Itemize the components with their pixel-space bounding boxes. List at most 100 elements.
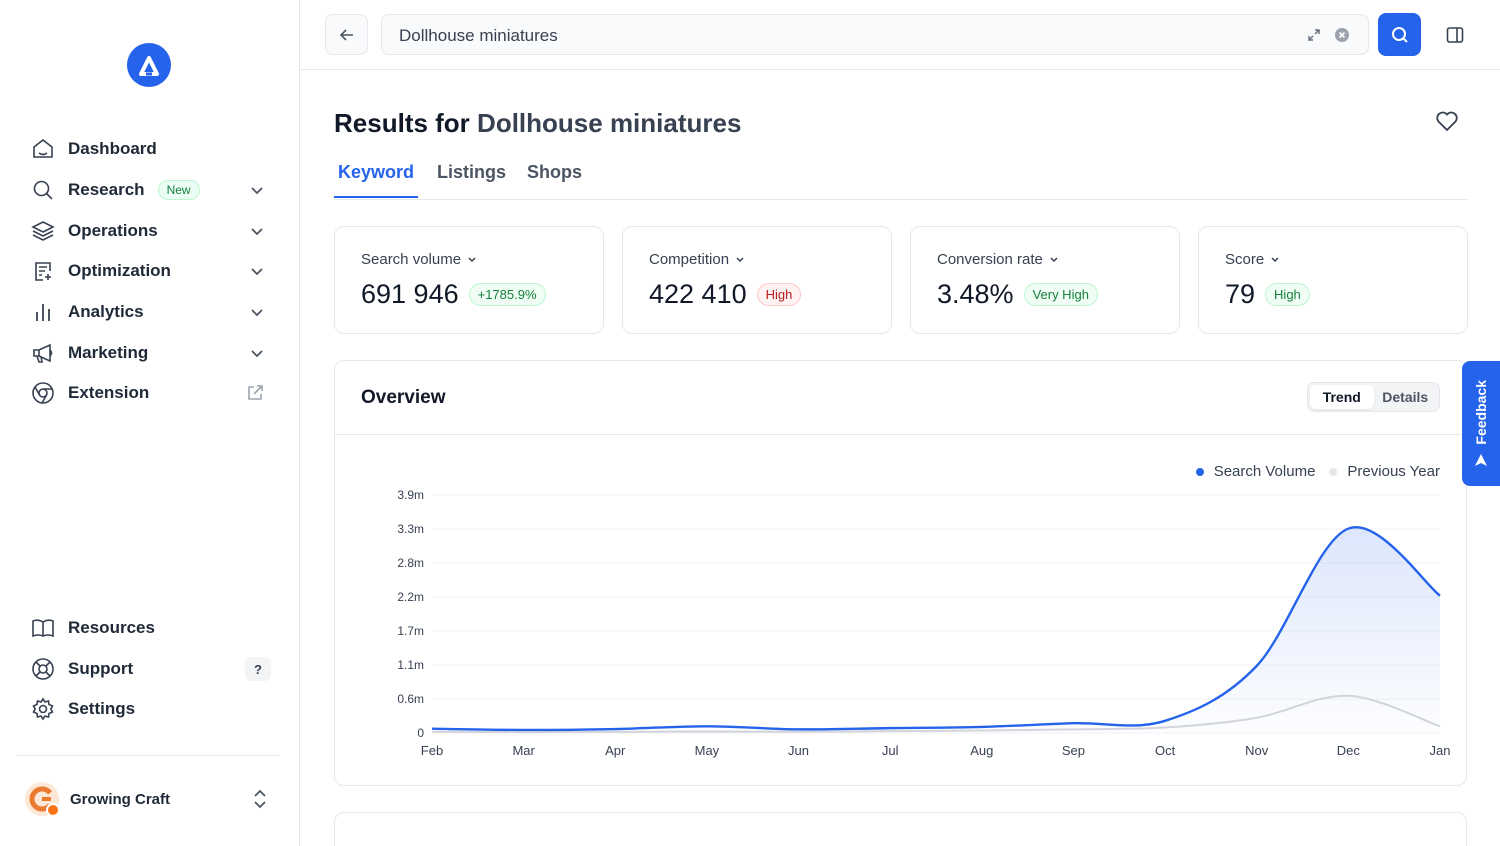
stat-badge: High xyxy=(1265,283,1310,306)
sidebar-item-extension[interactable]: Extension xyxy=(30,377,275,409)
x-tick-label: Sep xyxy=(1062,743,1085,758)
y-tick-label: 3.3m xyxy=(397,522,424,536)
legend-label-previous-year[interactable]: Previous Year xyxy=(1347,463,1440,480)
x-tick-label: Mar xyxy=(512,743,535,758)
search-icon xyxy=(1391,26,1408,43)
overview-title: Overview xyxy=(361,387,446,408)
chart-legend: Search Volume Previous Year xyxy=(1195,463,1440,480)
new-badge: New xyxy=(157,180,200,200)
stat-badge: +1785.9% xyxy=(468,283,546,306)
y-tick-label: 1.7m xyxy=(397,624,424,638)
x-tick-label: May xyxy=(695,743,720,758)
feedback-label: Feedback xyxy=(1473,380,1489,445)
gear-icon xyxy=(30,696,56,722)
sidebar-item-label: Support xyxy=(68,659,134,678)
x-tick-label: Oct xyxy=(1155,743,1176,758)
search-button[interactable] xyxy=(1378,13,1421,56)
stat-card-score: Score 79 High xyxy=(1198,226,1468,334)
sidebar-item-label: Dashboard xyxy=(68,139,157,158)
y-tick-label: 3.9m xyxy=(397,488,424,502)
sidebar-item-label: Resources xyxy=(68,618,155,637)
sidebar-item-support[interactable]: Support ? xyxy=(30,653,275,685)
toggle-panel-button[interactable] xyxy=(1442,22,1468,48)
tab-shops[interactable]: Shops xyxy=(527,162,583,182)
book-icon xyxy=(30,615,56,641)
series-area-search-volume xyxy=(432,527,1440,733)
title-prefix: Results for xyxy=(334,108,470,138)
x-tick-label: Apr xyxy=(605,743,626,758)
account-name: Growing Craft xyxy=(70,790,170,808)
home-icon xyxy=(30,136,56,162)
sidebar-item-operations[interactable]: Operations xyxy=(30,215,275,247)
x-tick-label: Nov xyxy=(1245,743,1269,758)
sidebar-item-settings[interactable]: Settings xyxy=(30,693,275,725)
sidebar-item-dashboard[interactable]: Dashboard xyxy=(30,133,275,165)
sidebar-item-label: Settings xyxy=(68,699,136,718)
stat-label-dropdown[interactable]: Score xyxy=(1225,251,1280,268)
layers-icon xyxy=(30,218,56,244)
chevron-down-icon xyxy=(736,257,744,263)
arrow-left-icon xyxy=(339,28,353,41)
series-line-search-volume xyxy=(431,526,1441,732)
title-query: Dollhouse miniatures xyxy=(477,108,742,138)
x-tick-label: Dec xyxy=(1337,743,1361,758)
feedback-button[interactable]: Feedback xyxy=(1462,361,1500,486)
expand-icon[interactable] xyxy=(1306,27,1322,43)
stat-value: 422 410 xyxy=(649,279,747,309)
stat-value: 79 xyxy=(1225,279,1256,309)
sidebar-item-label: Marketing xyxy=(68,343,149,362)
stat-label-dropdown[interactable]: Search volume xyxy=(361,251,477,268)
main-content: Dollhouse miniatures Results for Dollhou… xyxy=(300,0,1500,846)
sidebar-item-label: Operations xyxy=(68,221,158,240)
sidebar-item-optimization[interactable]: Optimization xyxy=(30,255,275,287)
app-logo[interactable] xyxy=(127,43,171,87)
trend-chart: 0 0.6m 1.1m 1.7m 2.2m 2.8m 3.3m 3.9m Feb Mar Apr Ma… xyxy=(397,488,1451,758)
chevron-up-down-icon xyxy=(254,789,266,809)
chevron-down-icon xyxy=(251,350,263,358)
overview-card: Overview Trend Details Search Volume Pre… xyxy=(334,360,1467,786)
search-value: Dollhouse miniatures xyxy=(399,26,558,45)
sidebar-item-resources[interactable]: Resources xyxy=(30,612,275,644)
toggle-trend[interactable]: Trend xyxy=(1310,385,1374,409)
y-tick-label: 0.6m xyxy=(397,692,424,706)
stat-label: Search volume xyxy=(361,251,462,268)
x-tick-label: Jun xyxy=(788,743,809,758)
stat-card-competition: Competition 422 410 High xyxy=(622,226,892,334)
sidebar-item-label: Analytics xyxy=(68,302,144,321)
sidebar-item-analytics[interactable]: Analytics xyxy=(30,296,275,328)
stat-label-dropdown[interactable]: Conversion rate xyxy=(937,251,1059,268)
x-tick-label: Jan xyxy=(1430,743,1451,758)
toggle-details[interactable]: Details xyxy=(1382,389,1429,405)
legend-label-search-volume[interactable]: Search Volume xyxy=(1213,463,1316,480)
tab-bar: Keyword Listings Shops xyxy=(334,158,1467,200)
chevron-down-icon xyxy=(251,187,263,195)
stat-label-dropdown[interactable]: Competition xyxy=(649,251,745,268)
stat-value: 691 946 xyxy=(361,279,459,309)
chrome-icon xyxy=(30,380,56,406)
view-toggle: Trend Details xyxy=(1307,382,1440,412)
sidebar-item-research[interactable]: Research New xyxy=(30,174,275,206)
heart-icon[interactable] xyxy=(1435,110,1459,132)
y-tick-label: 1.1m xyxy=(397,658,424,672)
y-tick-label: 2.8m xyxy=(397,556,424,570)
stat-label: Score xyxy=(1225,251,1265,268)
stat-card-search-volume: Search volume 691 946 +1785.9% xyxy=(334,226,604,334)
legend-dot-search-volume xyxy=(1195,467,1204,476)
legend-dot-previous-year xyxy=(1329,467,1338,476)
document-edit-icon xyxy=(30,258,56,284)
sidebar-item-marketing[interactable]: Marketing xyxy=(30,337,275,369)
sidebar-item-label: Optimization xyxy=(68,261,171,280)
chevron-down-icon xyxy=(251,309,263,317)
tab-keyword[interactable]: Keyword xyxy=(334,162,419,198)
search-input[interactable]: Dollhouse miniatures xyxy=(381,14,1369,55)
chevron-down-icon xyxy=(1050,257,1058,263)
stat-label: Conversion rate xyxy=(937,251,1043,268)
y-tick-label: 0 xyxy=(417,726,424,740)
tab-listings[interactable]: Listings xyxy=(437,162,507,182)
avatar xyxy=(25,782,60,817)
chevron-down-icon xyxy=(251,228,263,236)
clear-icon[interactable] xyxy=(1334,27,1350,43)
megaphone-icon xyxy=(30,340,56,366)
back-button[interactable] xyxy=(325,14,368,55)
account-switcher[interactable]: Growing Craft xyxy=(24,780,274,818)
